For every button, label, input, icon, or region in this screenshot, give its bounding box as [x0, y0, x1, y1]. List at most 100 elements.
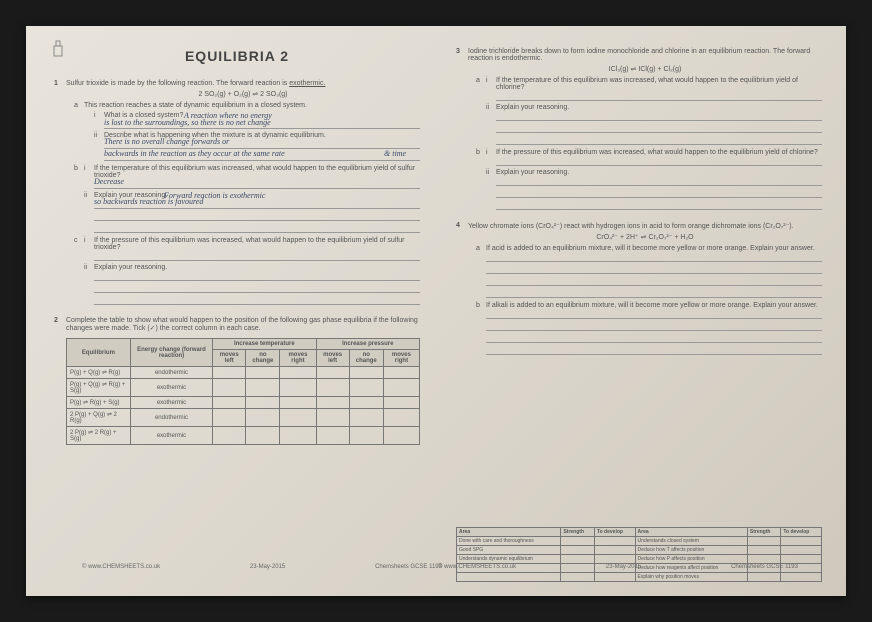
assess-th-area2: Area	[635, 528, 747, 537]
answer-line[interactable]: so backwards reaction is favoured	[94, 199, 420, 209]
q2-intro: Complete the table to show what would ha…	[66, 317, 418, 332]
q1aii-answer-1: There is no overall change forwards or	[104, 137, 229, 146]
q1a-text: This reaction reaches a state of dynamic…	[84, 102, 307, 109]
chemsheets-logo	[48, 38, 68, 58]
q4b: b If alkali is added to an equilibrium m…	[476, 302, 822, 355]
worksheet-paper: EQUILIBRIA 2 1 Sulfur trioxide is made b…	[26, 26, 846, 596]
q1b-i: i If the temperature of this equilibrium…	[84, 165, 420, 189]
q4a-text: If acid is added to an equilibrium mixtu…	[486, 245, 815, 252]
q1b-ii: ii Explain your reasoning. Forward react…	[84, 192, 420, 233]
footer-date: 23-May-2015	[250, 564, 285, 570]
q1bi-text: If the temperature of this equilibrium w…	[94, 165, 415, 179]
footer-date-r: 23-May-2015	[606, 564, 641, 570]
answer-line[interactable]	[496, 176, 822, 186]
q1a-ii: ii Describe what is happening when the m…	[94, 132, 420, 161]
answer-line[interactable]	[94, 211, 420, 221]
page-title: EQUILIBRIA 2	[54, 48, 420, 64]
q2-sub-l2: moves left	[316, 350, 349, 367]
answer-line[interactable]	[94, 251, 420, 261]
answer-line[interactable]	[486, 276, 822, 286]
q1-equation: 2 SO₂(g) + O₂(g) ⇌ 2 SO₃(g)	[66, 90, 420, 98]
footer-site: © www.CHEMSHEETS.co.uk	[82, 564, 160, 570]
q4a-label: a	[476, 245, 480, 252]
q3a-i: i If the temperature of this equilibrium…	[486, 77, 822, 101]
answer-line[interactable]	[486, 252, 822, 262]
assess-th-strength2: Strength	[747, 528, 780, 537]
q2-sub-r1: moves right	[280, 350, 316, 367]
question-3: 3 Iodine trichloride breaks down to form…	[456, 48, 822, 214]
q1cii-text: Explain your reasoning.	[94, 264, 167, 271]
answer-line[interactable]	[496, 135, 822, 145]
answer-line[interactable]	[496, 200, 822, 210]
q1aii-label: ii	[94, 132, 97, 139]
q3b: b i If the pressure of this equilibrium …	[476, 149, 822, 210]
q1bii-answer-2: so backwards reaction is favoured	[94, 197, 203, 206]
q2-th-press: Increase pressure	[316, 339, 419, 350]
answer-line[interactable]: Decrease	[94, 179, 420, 189]
answer-line[interactable]	[496, 91, 822, 101]
question-1: 1 Sulfur trioxide is made by the followi…	[54, 80, 420, 309]
answer-line[interactable]: There is no overall change forwards or	[104, 139, 420, 149]
q1a: a This reaction reaches a state of dynam…	[74, 102, 420, 161]
q3aii-text: Explain your reasoning.	[496, 104, 569, 111]
answer-line[interactable]	[486, 309, 822, 319]
answer-line[interactable]	[486, 321, 822, 331]
q3-equation: ICl₃(g) ⇌ ICl(g) + Cl₂(g)	[468, 65, 822, 73]
q1c: c i If the pressure of this equilibrium …	[74, 237, 420, 305]
footer-site-r: © www.CHEMSHEETS.co.uk	[438, 564, 516, 570]
answer-line[interactable]	[496, 111, 822, 121]
q3b-i: i If the pressure of this equilibrium wa…	[486, 149, 822, 166]
answer-line[interactable]	[486, 288, 822, 298]
q1-intro-underline: exothermic.	[289, 80, 325, 87]
q2-sub-n2: no change	[349, 350, 383, 367]
answer-line[interactable]: is lost to the surroundings, so there is…	[104, 119, 420, 129]
assess-th-strength: Strength	[561, 528, 594, 537]
table-row: P(g) + Q(g) ⇌ R(g) + S(g)exothermic	[67, 379, 420, 397]
q3a-label: a	[476, 77, 480, 84]
q1-intro: Sulfur trioxide is made by the following…	[66, 80, 287, 87]
table-row: P(g) ⇌ R(g) + S(g)exothermic	[67, 397, 420, 409]
q2-sub-r2: moves right	[383, 350, 419, 367]
footer-left: © www.CHEMSHEETS.co.uk 23-May-2015 Chems…	[82, 564, 442, 570]
answer-line[interactable]	[496, 156, 822, 166]
answer-line[interactable]	[486, 345, 822, 355]
q4-equation: CrO₄²⁻ + 2H⁺ ⇌ Cr₂O₇²⁻ + H₂O	[468, 233, 822, 241]
q1bi-answer: Decrease	[94, 177, 124, 186]
q1bi-label: i	[84, 165, 86, 172]
q1c-i: i If the pressure of this equilibrium wa…	[84, 237, 420, 261]
q3aii-label: ii	[486, 104, 489, 111]
q1b: b i If the temperature of this equilibri…	[74, 165, 420, 233]
answer-line[interactable]	[94, 223, 420, 233]
q3-number: 3	[456, 48, 460, 55]
answer-line[interactable]	[486, 333, 822, 343]
question-4: 4 Yellow chromate ions (CrO₄²⁻) react wi…	[456, 222, 822, 359]
q4-number: 4	[456, 222, 460, 229]
q4b-label: b	[476, 302, 480, 309]
right-column: 3 Iodine trichloride breaks down to form…	[438, 44, 822, 582]
q2-th-energy: Energy change (forward reaction)	[130, 339, 212, 367]
answer-line[interactable]	[94, 283, 420, 293]
q2-table[interactable]: Equilibrium Energy change (forward react…	[66, 338, 420, 445]
answer-line[interactable]	[496, 188, 822, 198]
table-row: Explain why position moves	[457, 573, 822, 582]
q3a: a i If the temperature of this equilibri…	[476, 77, 822, 145]
table-row: 2 P(g) + Q(g) ⇌ 2 R(g)endothermic	[67, 409, 420, 427]
q3bii-text: Explain your reasoning.	[496, 169, 569, 176]
answer-line[interactable]	[496, 123, 822, 133]
q3bii-label: ii	[486, 169, 489, 176]
q1c-label: c	[74, 237, 78, 244]
q1-number: 1	[54, 80, 58, 87]
answer-line[interactable]	[94, 271, 420, 281]
q3bi-label: i	[486, 149, 488, 156]
answer-line[interactable]	[94, 295, 420, 305]
q1c-ii: ii Explain your reasoning.	[84, 264, 420, 305]
answer-line[interactable]: backwards in the reaction as they occur …	[104, 151, 420, 161]
table-row: Understands dynamic equilibriumDeduce ho…	[457, 555, 822, 564]
question-2: 2 Complete the table to show what would …	[54, 317, 420, 445]
q1ai-answer-2: is lost to the surroundings, so there is…	[104, 118, 271, 127]
q4-intro: Yellow chromate ions (CrO₄²⁻) react with…	[468, 223, 794, 230]
table-row: Good SPGDeduce how T affects position	[457, 546, 822, 555]
q1ci-label: i	[84, 237, 86, 244]
answer-line[interactable]	[486, 264, 822, 274]
q1cii-label: ii	[84, 264, 87, 271]
